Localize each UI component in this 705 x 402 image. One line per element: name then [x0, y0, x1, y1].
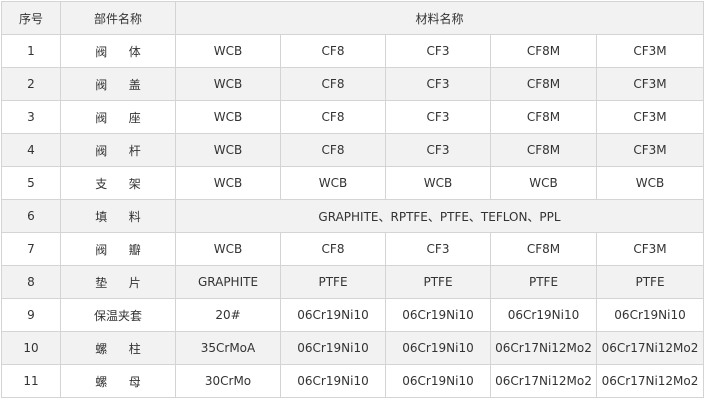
table-row: 7 阀瓣 WCB CF8 CF3 CF8M CF3M: [1, 232, 705, 266]
index-cell: 4: [1, 133, 61, 167]
material-cell: CF8: [280, 34, 386, 68]
index-cell: 6: [1, 199, 61, 233]
material-cell: CF8: [280, 133, 386, 167]
table-row: 1 阀体 WCB CF8 CF3 CF8M CF3M: [1, 34, 705, 68]
material-cell: CF3M: [595, 34, 705, 68]
part-cell: 螺柱: [60, 331, 176, 365]
material-cell: WCB: [595, 166, 705, 200]
index-cell: 7: [1, 232, 61, 266]
material-cell: CF3M: [595, 232, 705, 266]
material-cell: 06Cr19Ni10: [280, 331, 386, 365]
index-cell: 9: [1, 298, 61, 332]
material-cell: CF3M: [595, 67, 705, 101]
material-cell: 06Cr19Ni10: [385, 364, 491, 398]
header-cell: 序号: [1, 1, 61, 35]
material-cell: PTFE: [385, 265, 491, 299]
material-cell: WCB: [490, 166, 597, 200]
table-row: 4 阀杆 WCB CF8 CF3 CF8M CF3M: [1, 133, 705, 167]
table-row: 5 支架 WCB WCB WCB WCB WCB: [1, 166, 705, 200]
index-cell: 8: [1, 265, 61, 299]
material-cell: 06Cr19Ni10: [385, 298, 491, 332]
table-row: 9 保温夹套 20# 06Cr19Ni10 06Cr19Ni10 06Cr19Ni10 06…: [1, 298, 705, 332]
material-cell: 30CrMo: [175, 364, 281, 398]
part-cell: 填料: [60, 199, 176, 233]
material-cell: CF8M: [490, 232, 597, 266]
material-cell: 06Cr17Ni12Mo2: [490, 331, 597, 365]
material-cell: WCB: [175, 67, 281, 101]
material-cell: CF8M: [490, 34, 597, 68]
material-cell: CF3: [385, 100, 491, 134]
table-row: 3 阀座 WCB CF8 CF3 CF8M CF3M: [1, 100, 705, 134]
material-cell: WCB: [175, 232, 281, 266]
material-cell: CF3M: [595, 133, 705, 167]
material-cell: CF8: [280, 232, 386, 266]
material-cell: WCB: [175, 133, 281, 167]
part-cell: 阀瓣: [60, 232, 176, 266]
material-cell: 06Cr17Ni12Mo2: [595, 364, 705, 398]
table-row: 2 阀盖 WCB CF8 CF3 CF8M CF3M: [1, 67, 705, 101]
material-cell: GRAPHITE: [175, 265, 281, 299]
part-cell: 阀体: [60, 34, 176, 68]
material-cell: WCB: [280, 166, 386, 200]
material-cell: WCB: [175, 166, 281, 200]
part-cell: 阀杆: [60, 133, 176, 167]
part-cell: 垫片: [60, 265, 176, 299]
material-cell: CF8: [280, 67, 386, 101]
index-cell: 5: [1, 166, 61, 200]
material-cell: CF3: [385, 67, 491, 101]
material-cell: CF3: [385, 232, 491, 266]
material-cell: 06Cr19Ni10: [385, 331, 491, 365]
index-cell: 2: [1, 67, 61, 101]
part-cell: 支架: [60, 166, 176, 200]
material-cell: 06Cr19Ni10: [595, 298, 705, 332]
material-cell: PTFE: [280, 265, 386, 299]
material-cell: 06Cr19Ni10: [490, 298, 597, 332]
header-row: 序号 部件名称 材料名称: [1, 1, 705, 35]
part-cell: 阀盖: [60, 67, 176, 101]
material-cell: WCB: [385, 166, 491, 200]
material-cell: PTFE: [595, 265, 705, 299]
material-cell: 06Cr17Ni12Mo2: [595, 331, 705, 365]
part-cell: 螺母: [60, 364, 176, 398]
material-cell: PTFE: [490, 265, 597, 299]
index-cell: 10: [1, 331, 61, 365]
material-cell: CF3: [385, 133, 491, 167]
table-row: 10 螺柱 35CrMoA 06Cr19Ni10 06Cr19Ni10 06Cr17Ni1…: [1, 331, 705, 365]
header-cell: 材料名称: [174, 1, 705, 35]
table-row: 6 填料 GRAPHITE、RPTFE、PTFE、TEFLON、PPL: [1, 199, 705, 233]
material-cell: CF8M: [490, 100, 597, 134]
material-cell: 06Cr17Ni12Mo2: [490, 364, 597, 398]
material-cell: CF8: [280, 100, 386, 134]
index-cell: 3: [1, 100, 61, 134]
table-row: 11 螺母 30CrMo 06Cr19Ni10 06Cr19Ni10 06Cr17Ni12…: [1, 364, 705, 398]
part-cell: 保温夹套: [60, 298, 176, 332]
material-cell: GRAPHITE、RPTFE、PTFE、TEFLON、PPL: [174, 199, 705, 233]
material-cell: CF3M: [595, 100, 705, 134]
index-cell: 1: [1, 34, 61, 68]
material-cell: 35CrMoA: [175, 331, 281, 365]
material-cell: WCB: [175, 100, 281, 134]
index-cell: 11: [1, 364, 61, 398]
material-cell: 06Cr19Ni10: [280, 298, 386, 332]
material-cell: CF3: [385, 34, 491, 68]
material-cell: CF8M: [490, 133, 597, 167]
part-cell: 阀座: [60, 100, 176, 134]
material-cell: 20#: [175, 298, 281, 332]
material-cell: WCB: [175, 34, 281, 68]
material-cell: 06Cr19Ni10: [280, 364, 386, 398]
table-row: 8 垫片 GRAPHITE PTFE PTFE PTFE PTFE: [1, 265, 705, 299]
header-cell: 部件名称: [60, 1, 176, 35]
material-cell: CF8M: [490, 67, 597, 101]
